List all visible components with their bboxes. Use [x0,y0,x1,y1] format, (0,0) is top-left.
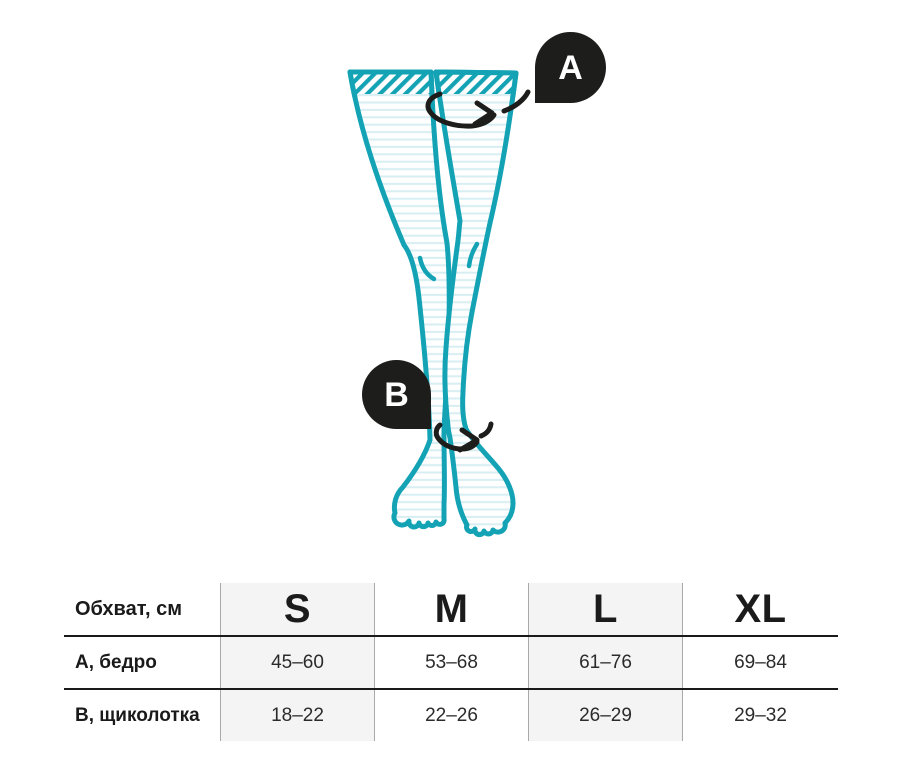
row-label-thigh: А, бедро [75,651,157,673]
knee-marks [417,241,480,282]
column-shade-s [220,583,375,741]
badge-a-letter: A [558,48,583,87]
thigh-circumference-arrow-icon [425,89,531,129]
table-header-row: Обхват, см S M L XL [64,583,838,637]
ankle-value-s: 18–22 [271,704,324,726]
size-col-header-m: M [434,586,469,631]
thigh-value-l: 61–76 [579,651,632,673]
column-shade-l [528,583,683,741]
badge-a: A [535,32,606,103]
row-label-ankle: В, щиколотка [75,704,200,726]
thigh-value-m: 53–68 [425,651,478,673]
legs-illustration [0,0,531,575]
right-leg [436,72,516,535]
size-col-header-s: S [283,586,312,631]
badge-b: B [362,360,431,429]
ankle-value-m: 22–26 [425,704,478,726]
thigh-value-s: 45–60 [271,651,324,673]
badge-b-letter: B [384,375,409,414]
table-row-ankle: В, щиколотка 18–22 22–26 26–29 29–32 [64,690,838,741]
table-header-label: Обхват, см [75,597,183,620]
ankle-value-l: 26–29 [579,704,632,726]
ankle-value-xl: 29–32 [734,704,787,726]
size-col-header-xl: XL [734,586,787,631]
size-col-header-l: L [593,586,618,631]
ankle-circumference-arrow-icon [433,421,494,453]
left-leg [350,72,449,527]
thigh-value-xl: 69–84 [734,651,787,673]
size-table: Обхват, см S M L XL А, бедро 45–60 53–68… [64,583,838,741]
table-row-thigh: А, бедро 45–60 53–68 61–76 69–84 [64,637,838,690]
